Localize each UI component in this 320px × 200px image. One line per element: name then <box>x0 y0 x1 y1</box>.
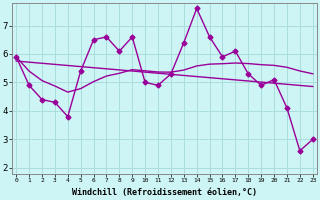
X-axis label: Windchill (Refroidissement éolien,°C): Windchill (Refroidissement éolien,°C) <box>72 188 257 197</box>
